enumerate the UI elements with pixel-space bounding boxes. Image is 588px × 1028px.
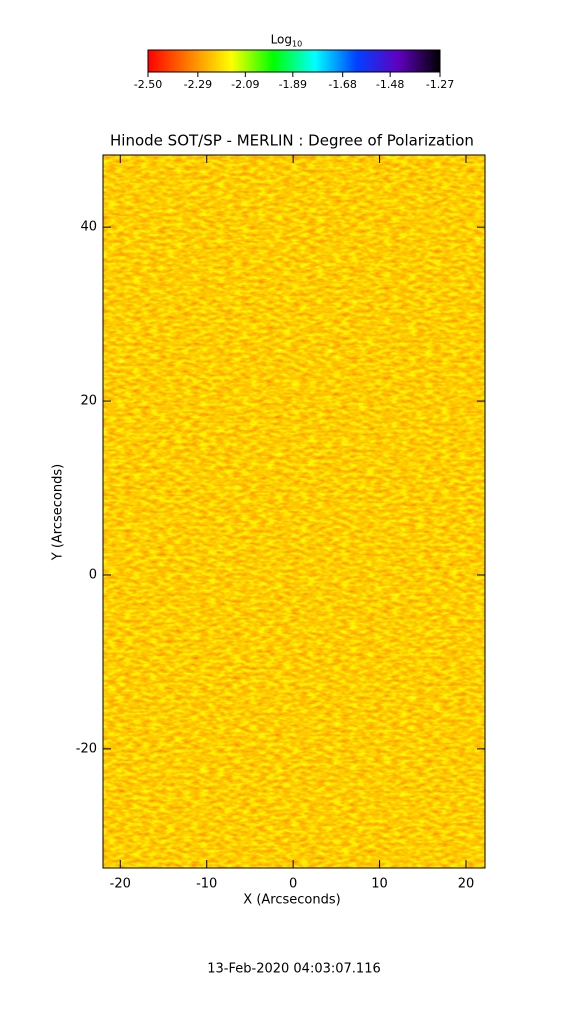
y-tick-label: 0 xyxy=(89,567,97,582)
colorbar-label-subscript: 10 xyxy=(292,40,302,49)
chart-title: Hinode SOT/SP - MERLIN : Degree of Polar… xyxy=(110,132,474,150)
y-tick-label: 20 xyxy=(80,394,97,409)
y-tick-label: 40 xyxy=(80,220,97,235)
plot-frame xyxy=(102,154,486,869)
x-tick-label: 0 xyxy=(289,877,297,892)
colorbar xyxy=(147,49,441,73)
colorbar-tick-label: -1.68 xyxy=(328,78,356,91)
y-tick-label: -20 xyxy=(76,741,97,756)
x-tick-label: 20 xyxy=(458,877,475,892)
x-axis-label: X (Arcseconds) xyxy=(243,893,340,908)
x-tick-label: -20 xyxy=(110,877,131,892)
x-tick-label: -10 xyxy=(196,877,217,892)
colorbar-tick-label: -1.48 xyxy=(376,78,404,91)
colorbar-tick-label: -2.09 xyxy=(231,78,259,91)
colorbar-tick-label: -1.89 xyxy=(279,78,307,91)
colorbar-label: Log xyxy=(271,33,292,47)
colorbar-tick-label: -2.29 xyxy=(184,78,212,91)
colorbar-tick-label: -2.50 xyxy=(134,78,162,91)
x-tick-label: 10 xyxy=(371,877,388,892)
y-axis-label: Y (Arcseconds) xyxy=(51,464,66,561)
colorbar-tick-label: -1.27 xyxy=(426,78,454,91)
polarization-map xyxy=(103,155,485,868)
footer: 13-Feb-2020 04:03:07.116 xyxy=(207,962,381,977)
